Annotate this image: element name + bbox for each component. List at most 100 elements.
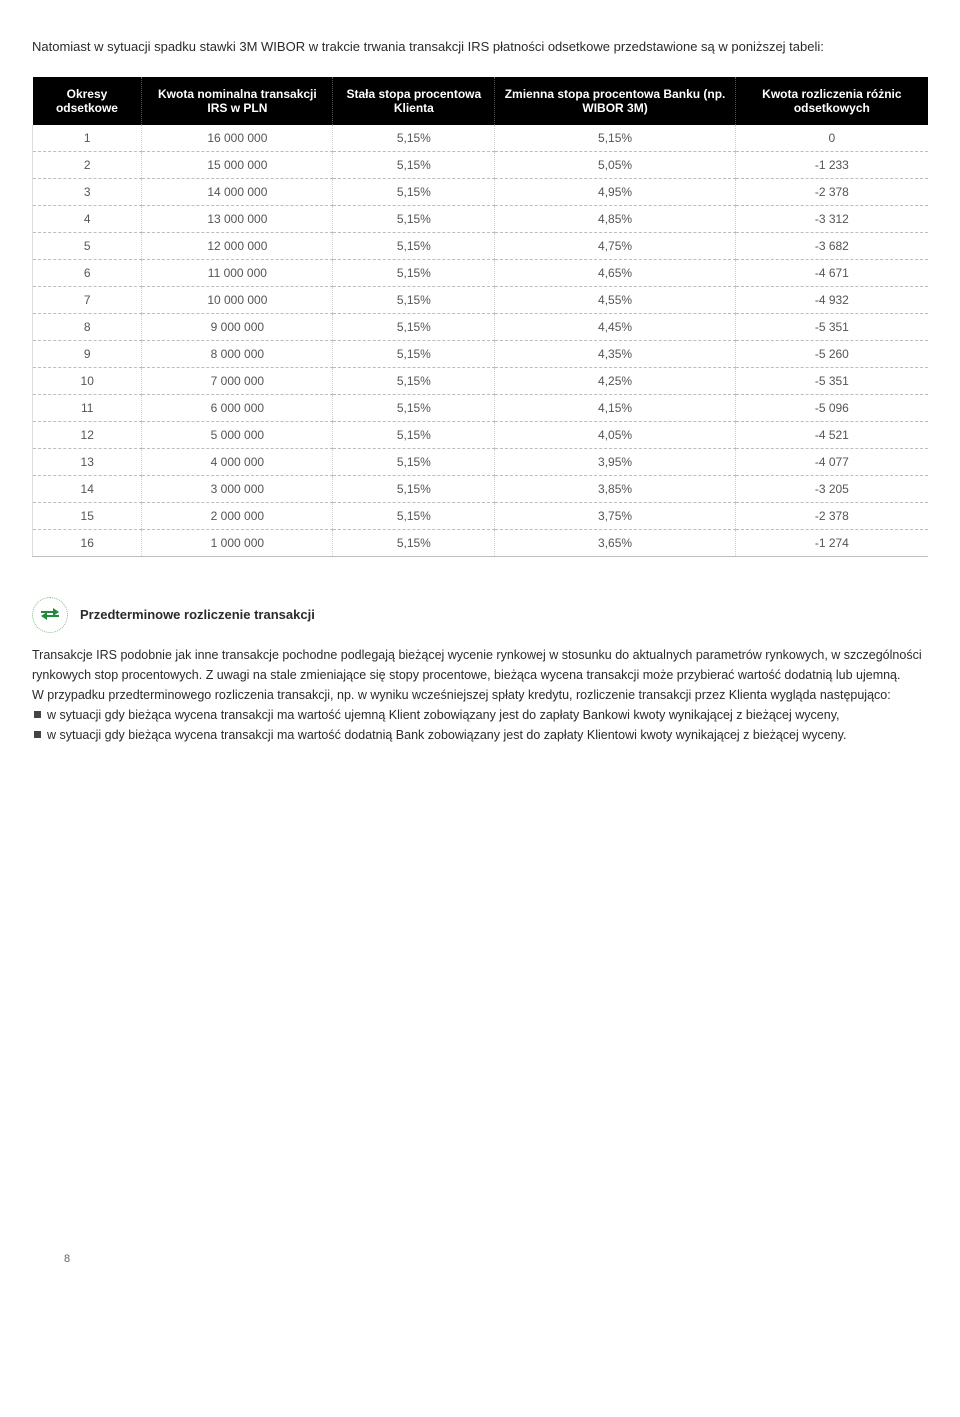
table-cell: -4 671	[735, 259, 928, 286]
bullet-square-icon	[34, 711, 41, 718]
table-row: 710 000 0005,15%4,55%-4 932	[33, 286, 929, 313]
table-cell: 5,15%	[333, 232, 495, 259]
table-cell: 4	[33, 205, 142, 232]
table-row: 134 000 0005,15%3,95%-4 077	[33, 448, 929, 475]
bullet-text: w sytuacji gdy bieżąca wycena transakcji…	[47, 725, 846, 745]
table-row: 116 000 0005,15%4,15%-5 096	[33, 394, 929, 421]
table-cell: 2 000 000	[142, 502, 333, 529]
section-header: Przedterminowe rozliczenie transakcji	[32, 597, 928, 633]
table-cell: 5,15%	[333, 475, 495, 502]
table-cell: 15	[33, 502, 142, 529]
table-cell: 1	[33, 125, 142, 152]
table-cell: 10 000 000	[142, 286, 333, 313]
table-cell: -4 077	[735, 448, 928, 475]
table-cell: -4 932	[735, 286, 928, 313]
table-cell: 11 000 000	[142, 259, 333, 286]
col-header: Zmienna stopa procentowa Banku (np. WIBO…	[495, 77, 735, 125]
table-cell: 7 000 000	[142, 367, 333, 394]
intro-paragraph: Natomiast w sytuacji spadku stawki 3M WI…	[32, 37, 928, 57]
table-row: 152 000 0005,15%3,75%-2 378	[33, 502, 929, 529]
table-cell: 4,55%	[495, 286, 735, 313]
table-cell: -5 260	[735, 340, 928, 367]
paragraph: Transakcje IRS podobnie jak inne transak…	[32, 645, 928, 685]
table-cell: 3,65%	[495, 529, 735, 556]
table-cell: 8 000 000	[142, 340, 333, 367]
table-cell: -3 312	[735, 205, 928, 232]
table-cell: 6 000 000	[142, 394, 333, 421]
table-row: 611 000 0005,15%4,65%-4 671	[33, 259, 929, 286]
bullet-item: w sytuacji gdy bieżąca wycena transakcji…	[34, 725, 928, 745]
table-cell: 14	[33, 475, 142, 502]
table-cell: -3 205	[735, 475, 928, 502]
table-cell: 4,15%	[495, 394, 735, 421]
table-header-row: Okresy odsetkowe Kwota nominalna transak…	[33, 77, 929, 125]
table-cell: 16	[33, 529, 142, 556]
table-cell: 5	[33, 232, 142, 259]
table-cell: 5,15%	[333, 205, 495, 232]
table-cell: 4,25%	[495, 367, 735, 394]
table-cell: 5,15%	[333, 259, 495, 286]
bullet-square-icon	[34, 731, 41, 738]
table-cell: 4,75%	[495, 232, 735, 259]
table-cell: -3 682	[735, 232, 928, 259]
col-header: Stała stopa procentowa Klienta	[333, 77, 495, 125]
table-cell: 4,85%	[495, 205, 735, 232]
table-cell: 4,05%	[495, 421, 735, 448]
table-cell: 12	[33, 421, 142, 448]
table-cell: -2 378	[735, 178, 928, 205]
table-cell: -2 378	[735, 502, 928, 529]
table-cell: 5,15%	[333, 313, 495, 340]
table-cell: 4,65%	[495, 259, 735, 286]
paragraph: W przypadku przedterminowego rozliczenia…	[32, 685, 928, 705]
section-body: Transakcje IRS podobnie jak inne transak…	[32, 645, 928, 745]
table-cell: 5,15%	[333, 340, 495, 367]
table-row: 161 000 0005,15%3,65%-1 274	[33, 529, 929, 556]
table-row: 116 000 0005,15%5,15%0	[33, 125, 929, 152]
col-header: Kwota nominalna transakcji IRS w PLN	[142, 77, 333, 125]
table-cell: 2	[33, 151, 142, 178]
table-cell: 8	[33, 313, 142, 340]
table-cell: 5,15%	[333, 421, 495, 448]
table-cell: 5,15%	[333, 151, 495, 178]
table-cell: 9	[33, 340, 142, 367]
table-row: 413 000 0005,15%4,85%-3 312	[33, 205, 929, 232]
table-cell: 5,15%	[333, 529, 495, 556]
page-number: 8	[64, 1253, 70, 1265]
table-cell: 0	[735, 125, 928, 152]
table-cell: 4,95%	[495, 178, 735, 205]
table-cell: 11	[33, 394, 142, 421]
table-cell: 12 000 000	[142, 232, 333, 259]
table-cell: 13 000 000	[142, 205, 333, 232]
table-cell: 13	[33, 448, 142, 475]
table-cell: 4,45%	[495, 313, 735, 340]
section-title: Przedterminowe rozliczenie transakcji	[80, 607, 315, 622]
table-cell: 5,15%	[495, 125, 735, 152]
table-cell: 9 000 000	[142, 313, 333, 340]
col-header: Okresy odsetkowe	[33, 77, 142, 125]
table-row: 215 000 0005,15%5,05%-1 233	[33, 151, 929, 178]
table-cell: 4,35%	[495, 340, 735, 367]
table-cell: 3,75%	[495, 502, 735, 529]
table-cell: -4 521	[735, 421, 928, 448]
irs-settlement-table: Okresy odsetkowe Kwota nominalna transak…	[32, 77, 928, 557]
table-row: 314 000 0005,15%4,95%-2 378	[33, 178, 929, 205]
table-row: 143 000 0005,15%3,85%-3 205	[33, 475, 929, 502]
table-cell: 15 000 000	[142, 151, 333, 178]
table-cell: 5,05%	[495, 151, 735, 178]
table-row: 98 000 0005,15%4,35%-5 260	[33, 340, 929, 367]
table-row: 125 000 0005,15%4,05%-4 521	[33, 421, 929, 448]
table-cell: 5,15%	[333, 367, 495, 394]
table-row: 512 000 0005,15%4,75%-3 682	[33, 232, 929, 259]
col-header: Kwota rozliczenia różnic odsetkowych	[735, 77, 928, 125]
table-cell: 5,15%	[333, 448, 495, 475]
table-cell: 3 000 000	[142, 475, 333, 502]
table-cell: 5,15%	[333, 178, 495, 205]
table-cell: 10	[33, 367, 142, 394]
table-cell: -1 233	[735, 151, 928, 178]
table-cell: 7	[33, 286, 142, 313]
table-cell: -5 096	[735, 394, 928, 421]
table-cell: 5,15%	[333, 502, 495, 529]
table-cell: 14 000 000	[142, 178, 333, 205]
table-cell: 5,15%	[333, 394, 495, 421]
table-cell: 5 000 000	[142, 421, 333, 448]
